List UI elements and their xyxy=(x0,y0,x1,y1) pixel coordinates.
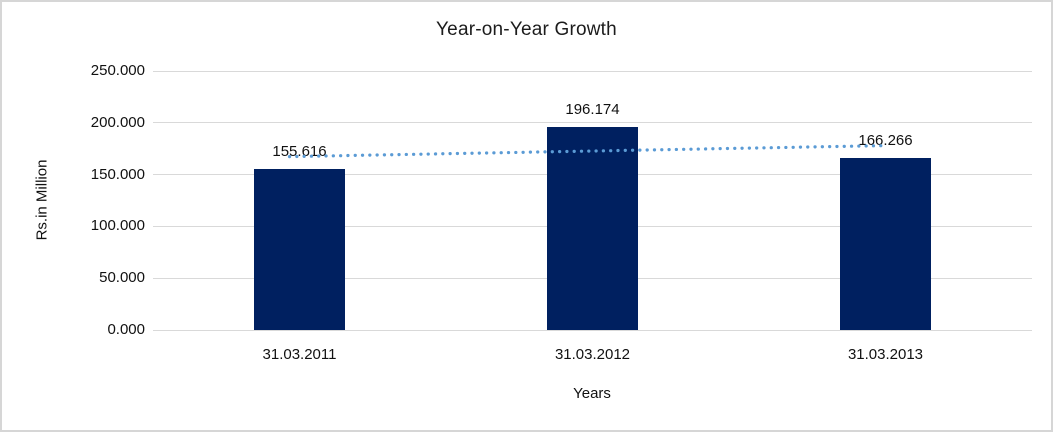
bar xyxy=(547,126,638,330)
x-axis-title: Years xyxy=(573,385,611,402)
y-tick-label: 0.000 xyxy=(107,321,145,338)
y-tick-label: 200.000 xyxy=(90,113,145,131)
bar xyxy=(840,157,931,330)
bar-data-label: 155.616 xyxy=(272,142,327,160)
y-tick-label: 150.000 xyxy=(90,165,145,183)
y-tick-label: 50.000 xyxy=(99,269,145,287)
y-tick-label: 250.000 xyxy=(90,62,145,79)
chart-title: Year-on-Year Growth xyxy=(436,19,617,40)
bar-data-label: 196.174 xyxy=(565,100,620,118)
bar-data-label: 166.266 xyxy=(858,131,913,149)
gridline xyxy=(153,70,1032,72)
x-category-label: 31.03.2011 xyxy=(262,346,337,363)
gridline xyxy=(153,329,1032,331)
bar xyxy=(254,168,345,330)
y-tick-label: 100.000 xyxy=(90,217,145,235)
gridline xyxy=(153,122,1032,124)
x-category-label: 31.03.2012 xyxy=(554,346,631,363)
x-category-label: 31.03.2013 xyxy=(847,346,924,363)
